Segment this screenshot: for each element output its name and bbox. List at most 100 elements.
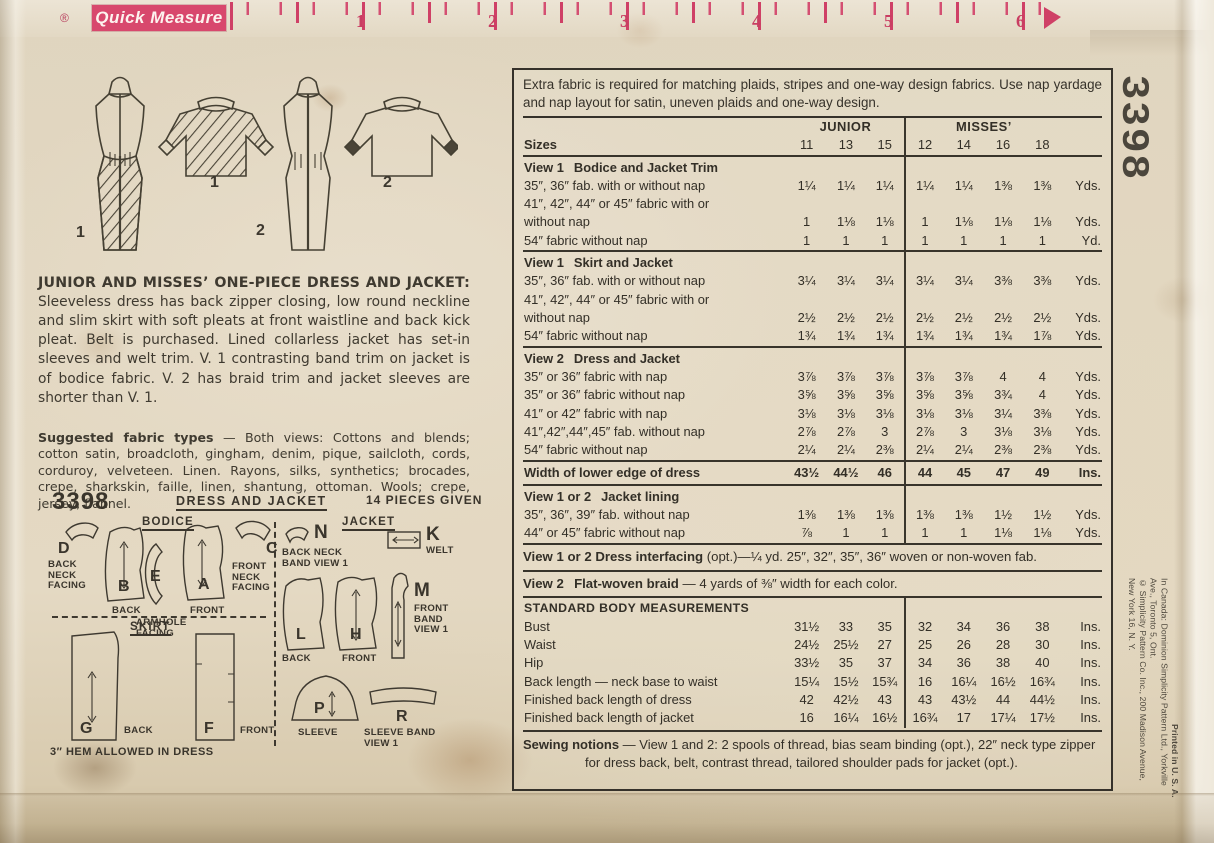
table-cell: 4 (1038, 387, 1046, 403)
table-row: View 1 or 2 Dress interfacing (opt.)—¼ y… (523, 542, 1102, 571)
table-cell: 2¼ (797, 442, 816, 458)
dress-view1-back (95, 76, 145, 251)
group-bodice: BODICE (142, 516, 194, 531)
table-cell: 1 (803, 214, 811, 230)
piece-letter-L: L (296, 626, 306, 643)
table-cell: 1¾ (836, 328, 855, 344)
dress-view2-back (283, 76, 333, 251)
table-cell: 1¾ (903, 327, 945, 347)
view-1-dress-label: 1 (76, 224, 85, 241)
table-row: Finished back length of jacket 16 16¼ 16½ 16… (523, 709, 1102, 728)
table-cell: 35″, 36″, 39″ fab. without nap (524, 507, 690, 523)
notions-heading: Sewing notions (523, 736, 620, 752)
yardage-table: JUNIOR MISSES’ Sizes 11 13 15 12 14 16 1… (523, 117, 1102, 728)
quick-measure-ruler: ® Quick Measure 1 2 3 4 5 6 (0, 0, 1214, 37)
size-value: 16 (995, 137, 1011, 153)
table-cell: 1 (903, 231, 945, 252)
table-row: Width of lower edge of dress 43½ 44½ 46 44 45… (523, 459, 1102, 486)
table-cell: 1 (881, 232, 889, 248)
sizes-table-body: JUNIOR MISSES’ Sizes 11 13 15 12 14 16 1… (523, 117, 1102, 728)
table-cell: 15¼ (794, 673, 820, 689)
table-row: without nap 2½ 2½ 2½ 2½ 2½ 2½ 2½ Yds. (523, 309, 1102, 328)
table-cell: 2⅞ (836, 423, 855, 439)
table-row: STANDARD BODY MEASUREMENTS (523, 596, 1102, 618)
registered-trademark-symbol: ® (60, 11, 69, 25)
table-cell: 35″ or 36″ fabric with nap (524, 368, 668, 384)
table-cell: 3⅝ (836, 387, 855, 403)
fabrics-heading: Suggested fabric types (38, 429, 214, 445)
table-cell: 2½ (954, 310, 973, 326)
table-cell: 17½ (1029, 710, 1055, 726)
piece-letter-B: B (118, 578, 130, 595)
size-group-row: JUNIOR MISSES’ (523, 117, 1102, 137)
table-cell: 1 (803, 232, 811, 248)
table-cell: 17¼ (990, 710, 1016, 726)
piece-letter-E: E (150, 568, 161, 585)
table-cell: 2½ (875, 310, 894, 326)
table-cell: Back length — neck base to waist (524, 673, 718, 689)
table-cell: Yds. (1075, 368, 1101, 384)
table-cell: 3¼ (994, 405, 1012, 421)
table-cell: View 1 or 2 Jacket lining (523, 483, 905, 507)
paper-edge-left (0, 0, 26, 843)
table-cell: 54″ fabric without nap (524, 232, 648, 248)
table-cell: Ins. (1080, 710, 1101, 726)
table-cell: View 1 Skirt and Jacket (523, 250, 905, 273)
table-cell: Yds. (1075, 310, 1101, 326)
table-cell: 47 (983, 459, 1023, 486)
table-cell: 1½ (994, 507, 1012, 523)
table-cell: 1⅜ (954, 507, 973, 523)
piece-caption-M: FRONT BAND VIEW 1 (414, 603, 449, 636)
piece-caption-C: FRONT NECK FACING (232, 561, 271, 594)
table-cell: 3⅜ (994, 273, 1012, 289)
table-cell (1062, 345, 1102, 368)
table-cell: 4 (999, 368, 1007, 384)
table-cell: 41″,42″,44″,45″ fab. without nap (524, 423, 705, 439)
table-cell: 3¾ (994, 387, 1012, 403)
table-cell: 1 (1038, 232, 1046, 248)
table-cell: 1 (999, 232, 1007, 248)
table-cell: Ins. (1080, 655, 1101, 671)
table-cell: 1⅜ (875, 507, 894, 523)
table-cell: 35″, 36″ fab. with or without nap (524, 177, 706, 193)
table-cell: 3⅞ (903, 367, 945, 387)
table-cell (1062, 291, 1102, 309)
table-cell: 1⅞ (1033, 328, 1052, 344)
table-row: Finished back length of dress 42 42½ 43 43 43… (523, 690, 1102, 710)
ruler-number-2: 2 (488, 11, 497, 31)
table-cell: Yds. (1075, 405, 1101, 421)
table-cell: 34 (956, 618, 971, 634)
table-cell: 1⅜ (994, 177, 1012, 193)
size-value: 11 (799, 137, 814, 153)
table-cell: 1¼ (836, 177, 855, 193)
table-cell: 46 (865, 459, 905, 486)
garment-line-art (95, 76, 458, 251)
table-cell: 44 (903, 459, 945, 486)
table-cell: Yds. (1075, 507, 1101, 523)
piece-caption-R: SLEEVE BAND VIEW 1 (364, 727, 436, 749)
pieces-title: DRESS AND JACKET (176, 494, 327, 511)
table-cell: 3⅛ (994, 423, 1012, 439)
table-cell: 3¼ (903, 272, 945, 291)
table-cell: 3⅛ (836, 405, 855, 421)
piece-letter-C: C (266, 540, 278, 557)
table-cell: 35″ or 36″ fabric without nap (524, 387, 686, 403)
table-cell: 1⅛ (994, 525, 1012, 541)
table-cell: Ins. (1080, 673, 1101, 689)
sewing-notions: Sewing notions — View 1 and 2: 2 spools … (523, 729, 1102, 772)
pattern-piece-shapes (65, 520, 437, 741)
description-body: Sleeveless dress has back zipper closing… (38, 294, 470, 406)
table-cell: 16½ (990, 673, 1016, 689)
table-cell: Yds. (1075, 328, 1101, 344)
table-cell: 1¼ (954, 177, 973, 193)
table-cell: 1⅛ (1033, 525, 1052, 541)
piece-letter-F: F (204, 720, 214, 737)
table-cell: 41″, 42″, 44″ or 45″ fabric with or (524, 196, 710, 212)
table-cell: 1⅛ (954, 214, 973, 230)
table-cell: 1¾ (875, 328, 894, 344)
table-cell: 3⅛ (875, 405, 894, 421)
table-cell: 3⅝ (797, 387, 816, 403)
garment-description: JUNIOR AND MISSES’ ONE-PIECE DRESS AND J… (38, 274, 470, 408)
table-cell: 2½ (1033, 310, 1052, 326)
table-cell: 1 (960, 232, 968, 248)
